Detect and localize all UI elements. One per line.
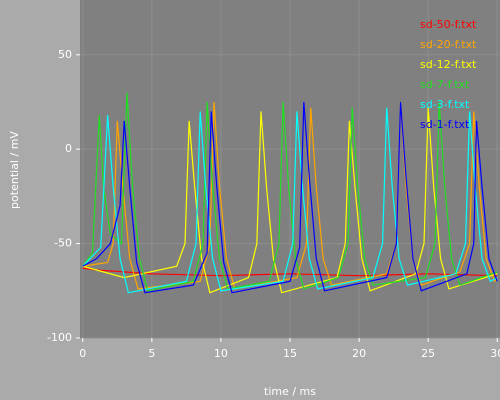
y-tick-label: -50 <box>54 237 72 250</box>
legend-entry: sd-3-f.txt <box>420 98 470 111</box>
x-axis-label: time / ms <box>264 385 316 398</box>
y-tick-label: -100 <box>47 331 72 344</box>
x-tick-label: 5 <box>148 347 155 360</box>
legend-entry: sd-20-f.txt <box>420 38 477 51</box>
x-tick-label: 20 <box>352 347 366 360</box>
x-tick-label: 30 <box>490 347 500 360</box>
series-line <box>82 101 498 294</box>
legend-entry: sd-7-f.txt <box>420 78 470 91</box>
series-line <box>82 107 498 294</box>
series-line <box>82 107 498 294</box>
legend-entry: sd-1-f.txt <box>420 118 470 131</box>
x-tick-label: 10 <box>214 347 228 360</box>
legend-entry: sd-12-f.txt <box>420 58 477 71</box>
x-tick-label: 15 <box>283 347 297 360</box>
series-line <box>82 92 498 292</box>
y-tick-label: 0 <box>65 142 72 155</box>
series-line <box>82 101 498 290</box>
y-tick-label: 50 <box>58 48 72 61</box>
x-tick-label: 25 <box>421 347 435 360</box>
legend-entry: sd-50-f.txt <box>420 18 477 31</box>
y-axis-label: potential / mV <box>8 131 21 209</box>
x-tick-label: 0 <box>79 347 86 360</box>
lines <box>82 92 498 294</box>
